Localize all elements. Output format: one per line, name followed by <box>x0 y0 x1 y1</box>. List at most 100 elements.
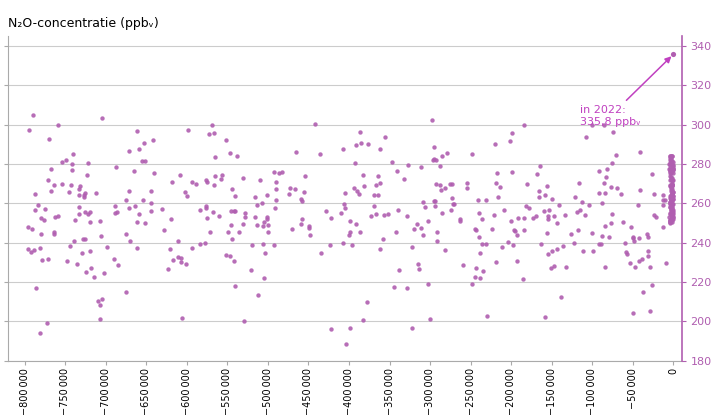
Point <box>664 166 675 172</box>
Point <box>474 250 485 256</box>
Point <box>539 313 551 320</box>
Point <box>295 196 306 202</box>
Point <box>401 285 412 292</box>
Point <box>628 238 639 244</box>
Point <box>129 168 140 174</box>
Point <box>338 146 349 153</box>
Point <box>599 122 610 128</box>
Point <box>667 163 679 169</box>
Point <box>66 160 77 167</box>
Point <box>667 166 678 172</box>
Point <box>541 229 553 236</box>
Point <box>667 181 678 188</box>
Point <box>664 194 676 201</box>
Point <box>571 208 582 215</box>
Point <box>665 196 677 203</box>
Point <box>470 265 481 272</box>
Point <box>226 222 237 228</box>
Point <box>546 248 558 255</box>
Point <box>368 202 379 209</box>
Point <box>147 137 159 143</box>
Point <box>164 246 175 252</box>
Point <box>512 232 523 238</box>
Point <box>667 167 679 173</box>
Point <box>657 202 669 208</box>
Point <box>199 240 211 247</box>
Point <box>79 209 91 215</box>
Point <box>665 197 677 203</box>
Point <box>382 210 394 217</box>
Point <box>377 236 389 243</box>
Point <box>580 134 591 140</box>
Point <box>667 219 678 225</box>
Point <box>355 140 367 146</box>
Point <box>67 167 78 174</box>
Point <box>35 231 47 238</box>
Point <box>84 208 96 215</box>
Text: N₂O-concentratie (ppbᵥ): N₂O-concentratie (ppbᵥ) <box>9 17 159 30</box>
Point <box>664 217 676 223</box>
Point <box>268 242 279 248</box>
Point <box>296 197 307 204</box>
Point <box>627 309 639 316</box>
Point <box>344 325 356 332</box>
Point <box>132 244 143 251</box>
Point <box>621 249 632 256</box>
Point <box>533 188 545 195</box>
Point <box>61 258 72 265</box>
Point <box>419 203 430 210</box>
Point <box>349 159 361 166</box>
Point <box>667 212 678 219</box>
Point <box>82 210 94 217</box>
Point <box>158 227 170 233</box>
Point <box>648 191 659 197</box>
Point <box>574 207 586 214</box>
Point <box>664 152 676 159</box>
Point <box>270 197 281 204</box>
Point <box>435 181 446 188</box>
Point <box>36 256 47 263</box>
Point <box>156 205 168 212</box>
Point <box>445 207 457 214</box>
Point <box>320 207 332 214</box>
Point <box>26 226 37 233</box>
Point <box>123 147 135 154</box>
Point <box>574 179 585 186</box>
Point <box>489 140 500 147</box>
Point <box>610 152 621 158</box>
Point <box>477 268 488 275</box>
Point <box>664 218 675 225</box>
Point <box>415 225 426 232</box>
Point <box>359 183 370 190</box>
Point <box>596 233 608 240</box>
Point <box>599 189 611 196</box>
Point <box>190 181 202 188</box>
Point <box>665 169 677 176</box>
Point <box>78 194 90 201</box>
Point <box>435 187 447 194</box>
Point <box>277 169 289 176</box>
Point <box>35 214 47 221</box>
Point <box>551 220 562 227</box>
Point <box>45 187 57 194</box>
Point <box>370 181 382 188</box>
Point <box>666 182 677 189</box>
Point <box>406 244 417 251</box>
Point <box>667 158 678 164</box>
Point <box>52 122 64 128</box>
Point <box>667 213 679 220</box>
Point <box>596 199 608 206</box>
Point <box>490 259 502 265</box>
Point <box>260 250 271 257</box>
Point <box>131 219 142 226</box>
Point <box>587 247 599 254</box>
Point <box>543 250 554 257</box>
Point <box>542 213 553 220</box>
Point <box>344 218 356 225</box>
Point <box>461 185 473 191</box>
Point <box>261 192 273 199</box>
Point <box>664 200 676 207</box>
Point <box>353 191 364 198</box>
Point <box>664 204 676 211</box>
Point <box>426 117 437 124</box>
